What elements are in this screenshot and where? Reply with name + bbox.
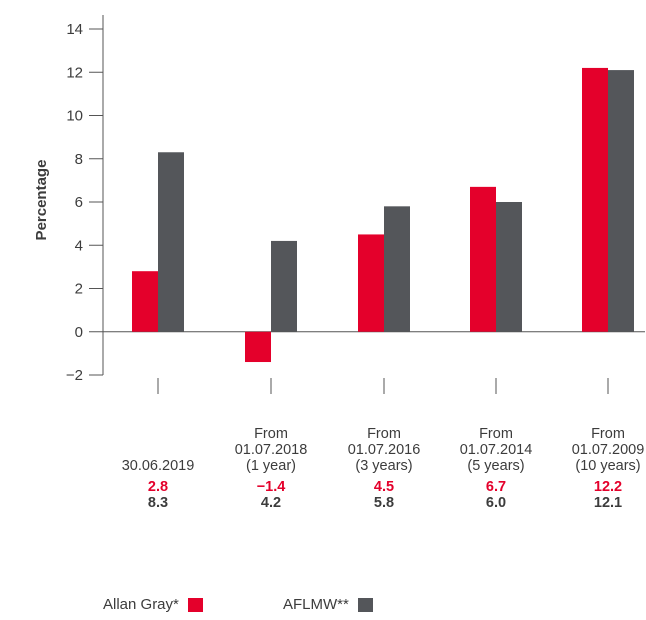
legend-swatch-aflmw: [357, 597, 373, 612]
data-label: 2.8: [148, 479, 168, 495]
bar: [271, 240, 297, 332]
data-label: 5.8: [374, 495, 394, 511]
y-tick-label: 10: [66, 108, 83, 125]
data-label: 12.2: [594, 479, 622, 495]
category-label: (1 year): [246, 458, 296, 474]
data-label: 4.2: [261, 495, 281, 511]
bar: [470, 186, 496, 332]
category-label: From: [367, 426, 401, 442]
legend-item-allan-gray: Allan Gray*: [103, 596, 203, 613]
bar: [496, 202, 522, 332]
data-label: 8.3: [148, 495, 168, 511]
category-label: 01.07.2016: [348, 442, 421, 458]
bar: [384, 206, 410, 332]
y-tick-label: 8: [75, 151, 83, 168]
y-tick-label: 2: [75, 281, 83, 298]
category-label: From: [591, 426, 625, 442]
category-label: 01.07.2009: [572, 442, 645, 458]
category-label: 01.07.2014: [460, 442, 533, 458]
legend-label-aflmw: AFLMW**: [283, 596, 349, 613]
data-label: 12.1: [594, 495, 622, 511]
y-tick-label: 12: [66, 64, 83, 81]
data-label: 6.7: [486, 479, 506, 495]
bar: [245, 331, 271, 363]
data-label: 4.5: [374, 479, 394, 495]
y-axis-label: Percentage: [33, 160, 50, 241]
category-label: From: [254, 426, 288, 442]
bar: [358, 234, 384, 332]
category-label: From: [479, 426, 513, 442]
category-label: 01.07.2018: [235, 442, 308, 458]
y-tick-label: 0: [75, 324, 83, 341]
y-tick-label: 6: [75, 194, 83, 211]
bar: [158, 152, 184, 332]
legend-swatch-allan-gray: [187, 597, 203, 612]
axes: 14 12 10 8 6 4 2 0 −2: [66, 15, 645, 394]
data-label: 6.0: [486, 495, 506, 511]
value-labels: 2.8 −1.4 4.5 6.7 12.2 8.3 4.2 5.8 6.0 12.1: [148, 479, 622, 511]
data-label: −1.4: [257, 479, 286, 495]
legend-item-aflmw: AFLMW**: [283, 596, 373, 613]
category-label: 30.06.2019: [122, 458, 195, 474]
bar: [608, 70, 634, 332]
category-label: (3 years): [355, 458, 412, 474]
y-tick-label: 14: [66, 21, 83, 38]
legend-label-allan-gray: Allan Gray*: [103, 596, 179, 613]
bar: [582, 67, 608, 332]
bar: [132, 271, 158, 332]
category-label: (5 years): [467, 458, 524, 474]
category-label: (10 years): [575, 458, 640, 474]
y-tick-label: 4: [75, 237, 83, 254]
bars: [132, 67, 634, 363]
y-tick-label: −2: [66, 367, 83, 384]
